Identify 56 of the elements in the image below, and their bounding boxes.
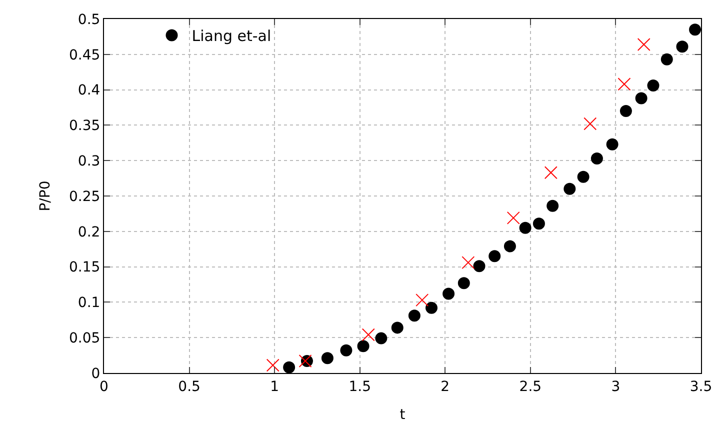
point [488, 250, 501, 262]
point [375, 332, 388, 344]
x-axis-title: t [400, 407, 406, 424]
point [442, 288, 455, 300]
y-tick-label: 0.05 [69, 330, 100, 346]
point [408, 310, 420, 322]
x-tick-label: 2 [440, 378, 450, 395]
point [590, 152, 603, 164]
point [660, 53, 673, 66]
x-tick-label: 3.5 [690, 378, 712, 395]
y-tick-label: 0.1 [78, 295, 100, 312]
point [544, 166, 558, 180]
point [647, 80, 660, 92]
point [283, 361, 296, 373]
point [506, 211, 520, 224]
y-tick-label: 0 [91, 366, 100, 382]
point [676, 40, 688, 53]
point [458, 277, 470, 290]
point [546, 200, 559, 212]
point [584, 117, 597, 130]
point [266, 358, 280, 372]
point [504, 240, 516, 252]
y-tick-label: 0.35 [69, 118, 100, 134]
point [362, 328, 375, 342]
legend-label: Liang et-al [192, 27, 272, 46]
point [340, 344, 352, 356]
point [637, 38, 650, 51]
point [606, 138, 618, 150]
point [620, 105, 632, 118]
y-tick-label: 0.15 [69, 260, 100, 276]
x-tick-label: 2.5 [519, 378, 542, 395]
point [689, 24, 701, 36]
y-axis-title: P/P0 [38, 180, 54, 212]
point [519, 222, 532, 234]
x-tick-label: 3 [611, 378, 620, 395]
point [391, 322, 404, 334]
point [357, 340, 370, 352]
y-tick-label: 0.3 [78, 154, 100, 170]
point [618, 78, 631, 91]
point [462, 256, 475, 270]
point [635, 92, 648, 104]
y-tick-label: 0.2 [78, 224, 100, 240]
y-tick-label: 0.25 [69, 188, 100, 205]
point [321, 352, 334, 364]
point [426, 302, 438, 314]
x-tick-label: 0.5 [178, 378, 200, 395]
y-tick-label: 0.45 [69, 47, 100, 64]
x-tick-label: 1.5 [348, 378, 371, 395]
x-tick-label: 1 [270, 378, 280, 395]
y-tick-label: 0.4 [78, 82, 100, 99]
point [473, 260, 486, 272]
y-tick-label: 0.5 [78, 12, 100, 28]
point [532, 218, 545, 230]
point [564, 182, 576, 195]
point [577, 170, 590, 183]
point [416, 294, 429, 307]
